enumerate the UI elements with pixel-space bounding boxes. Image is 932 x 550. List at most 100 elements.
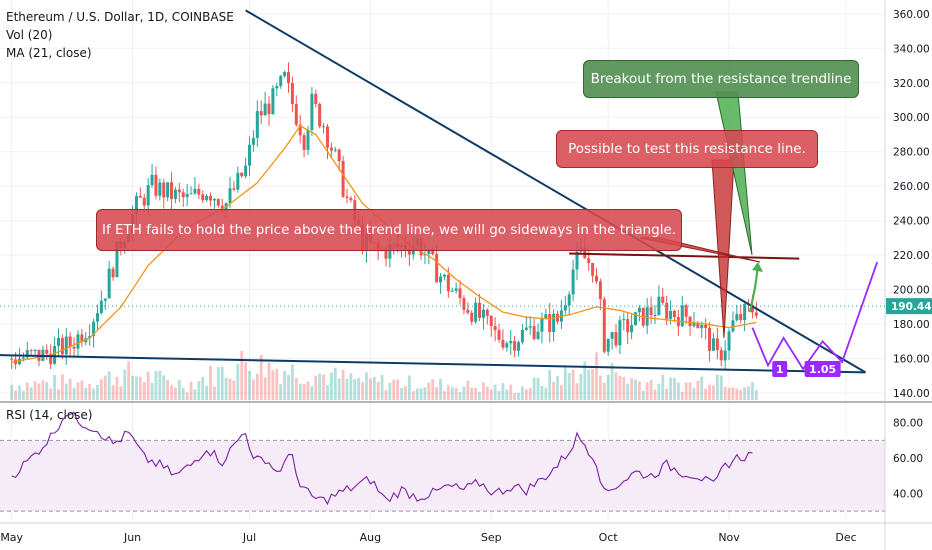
projection-badge [772,360,788,377]
candle-body [524,327,528,330]
candle-body [719,350,723,361]
price-axis-label: 200.00 [893,285,930,297]
volume-bar [197,381,201,400]
volume-bar [622,376,626,400]
volume-bar [18,385,21,400]
volume-bar [595,352,598,400]
volume-bar [365,372,368,400]
volume-bar [610,363,614,400]
candle-body [310,93,314,130]
volume-bar [446,385,450,400]
volume-bar [333,367,337,400]
rsi-indicator-label: RSI (14, close) [6,408,93,422]
volume-bar [602,382,606,400]
candle-body [56,338,60,346]
volume-indicator-label: Vol (20) [6,28,53,42]
time-axis-label: Nov [718,531,740,544]
candle-body [322,126,326,128]
price-axis-label: 140.00 [893,388,930,400]
candle-body [251,137,255,145]
candle-body [290,83,294,105]
volume-bar [21,390,25,400]
candle-body [626,319,630,333]
candle-body [563,305,567,311]
volume-bar [103,375,107,400]
volume-bar [723,386,727,400]
volume-bar [189,381,193,400]
price-axis-label: 320.00 [893,78,930,90]
candle-body [731,320,735,332]
time-axis-label: Oct [599,531,619,544]
volume-bar [669,377,672,400]
price-axis-label: 280.00 [893,147,930,159]
volume-bar [704,388,708,400]
volume-bar [560,385,563,400]
time-axis-label: May [0,531,23,544]
candle-body [205,195,209,201]
volume-bar [345,378,349,400]
volume-bar [696,380,700,400]
time-axis-label: Aug [360,531,381,544]
volume-bar [400,388,403,400]
volume-bar [618,375,622,400]
volume-bar [259,354,263,400]
volume-bar [162,375,166,400]
candle-body [329,147,333,151]
candle-body [661,296,665,303]
candle-body [594,275,598,282]
volume-bar [33,381,37,400]
candle-body [298,124,302,136]
candle-body [505,343,509,348]
volume-bar [279,384,283,400]
volume-bar [337,378,341,400]
volume-bar [341,369,345,400]
candle-body [255,111,259,138]
volume-bar [216,366,220,400]
volume-bar [392,379,396,400]
candle-body [715,338,719,351]
volume-bar [283,371,287,400]
candle-body [111,268,115,278]
volume-bar [326,385,329,400]
volume-bar [255,373,259,400]
volume-bar [735,388,739,400]
annotation-sideways-triangle[interactable]: If ETH fails to hold the price above the… [96,209,682,251]
volume-bar [80,380,84,400]
candle-body [294,104,298,125]
price-axis-label: 160.00 [893,354,930,366]
volume-bar [228,378,232,400]
candle-body [10,358,14,360]
candle-body [407,250,411,255]
annotation-breakout[interactable]: Breakout from the resistance trendline [583,60,859,98]
candle-body [76,334,80,349]
volume-bar [29,387,33,400]
candle-body [283,72,287,77]
candle-body [598,281,602,300]
volume-bar [731,387,735,400]
volume-bar [271,370,275,400]
volume-bar [443,391,446,400]
candle-body [201,194,205,201]
annotation-test-resistance[interactable]: Possible to test this resistance line. [556,130,818,168]
volume-bar [657,383,661,400]
candle-body [236,172,240,190]
candle-body [610,332,614,339]
volume-bar [119,386,123,400]
candle-body [209,195,213,201]
volume-bar [201,376,205,400]
candle-body [450,290,454,292]
volume-bar [267,362,271,400]
volume-bar [353,378,357,400]
volume-bar [142,381,146,400]
candle-body [162,182,166,198]
candle-body [189,193,193,195]
candle-body [520,329,524,343]
volume-bar [556,375,559,400]
volume-bar [314,375,318,400]
volume-bar [41,380,45,400]
candle-body [333,149,337,151]
candle-body [711,338,715,351]
volume-bar [380,375,384,400]
candle-body [138,196,142,198]
candle-body [170,182,174,199]
